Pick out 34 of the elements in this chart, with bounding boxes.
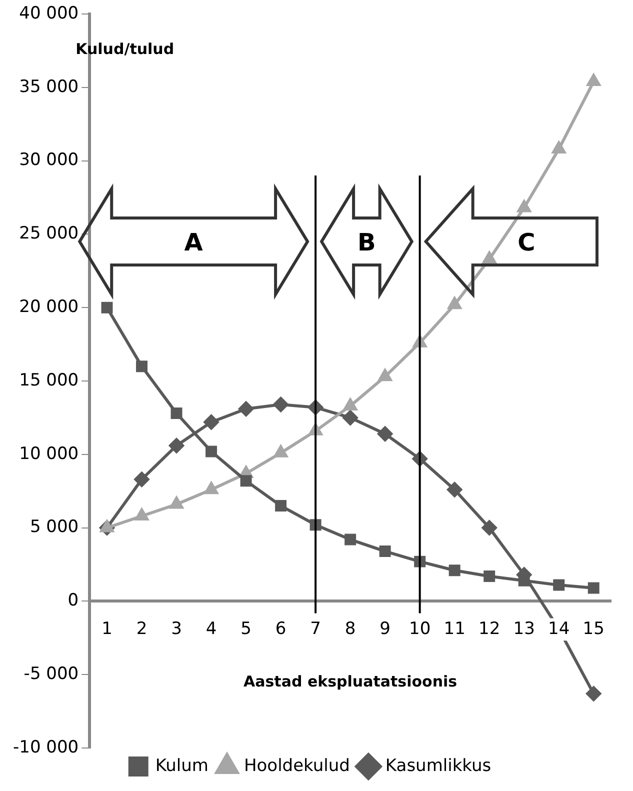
x-tick-label: 5 bbox=[240, 618, 252, 639]
x-tick-label: 14 bbox=[548, 618, 570, 639]
y-tick-label: 35 000 bbox=[19, 76, 79, 97]
x-tick-label: 15 bbox=[582, 618, 604, 639]
x-tick-label: 13 bbox=[513, 618, 535, 639]
x-tick-label: 4 bbox=[206, 618, 217, 639]
y-tick-label: 40 000 bbox=[19, 3, 79, 24]
y-tick-label: -5 000 bbox=[24, 664, 79, 684]
annotation: A bbox=[184, 228, 204, 257]
legend-label: Kulum bbox=[155, 756, 208, 776]
x-tick-label: 12 bbox=[478, 618, 500, 639]
annotation: C bbox=[518, 228, 536, 257]
y-tick-label: 5 000 bbox=[30, 517, 79, 538]
legend-label: Hooldekulud bbox=[244, 756, 350, 776]
y-tick-label: 10 000 bbox=[19, 444, 79, 464]
y-tick-label: 25 000 bbox=[19, 224, 79, 244]
annotation: B bbox=[358, 228, 376, 257]
x-axis-title: Aastad ekspluatatsioonis bbox=[244, 672, 458, 690]
x-tick-label: 7 bbox=[310, 618, 321, 639]
y-tick-label: 30 000 bbox=[19, 150, 79, 170]
y-axis-title: Kulud/tulud bbox=[76, 40, 174, 58]
y-tick-label: 20 000 bbox=[19, 297, 79, 318]
x-tick-label: 9 bbox=[380, 618, 390, 639]
x-tick-label: 8 bbox=[344, 618, 356, 639]
y-tick-label: -10 000 bbox=[12, 737, 79, 758]
x-tick-label: 3 bbox=[171, 618, 182, 639]
y-tick-label: 15 000 bbox=[19, 370, 79, 390]
y-tick-label: 0 bbox=[68, 590, 79, 611]
x-tick-label: 10 bbox=[409, 618, 431, 639]
legend-label: Kasumlikkus bbox=[385, 756, 492, 776]
x-tick-label: 11 bbox=[444, 618, 466, 639]
x-tick-label: 1 bbox=[102, 618, 112, 639]
x-tick-label: 6 bbox=[275, 618, 286, 639]
x-tick-label: 2 bbox=[136, 618, 148, 639]
